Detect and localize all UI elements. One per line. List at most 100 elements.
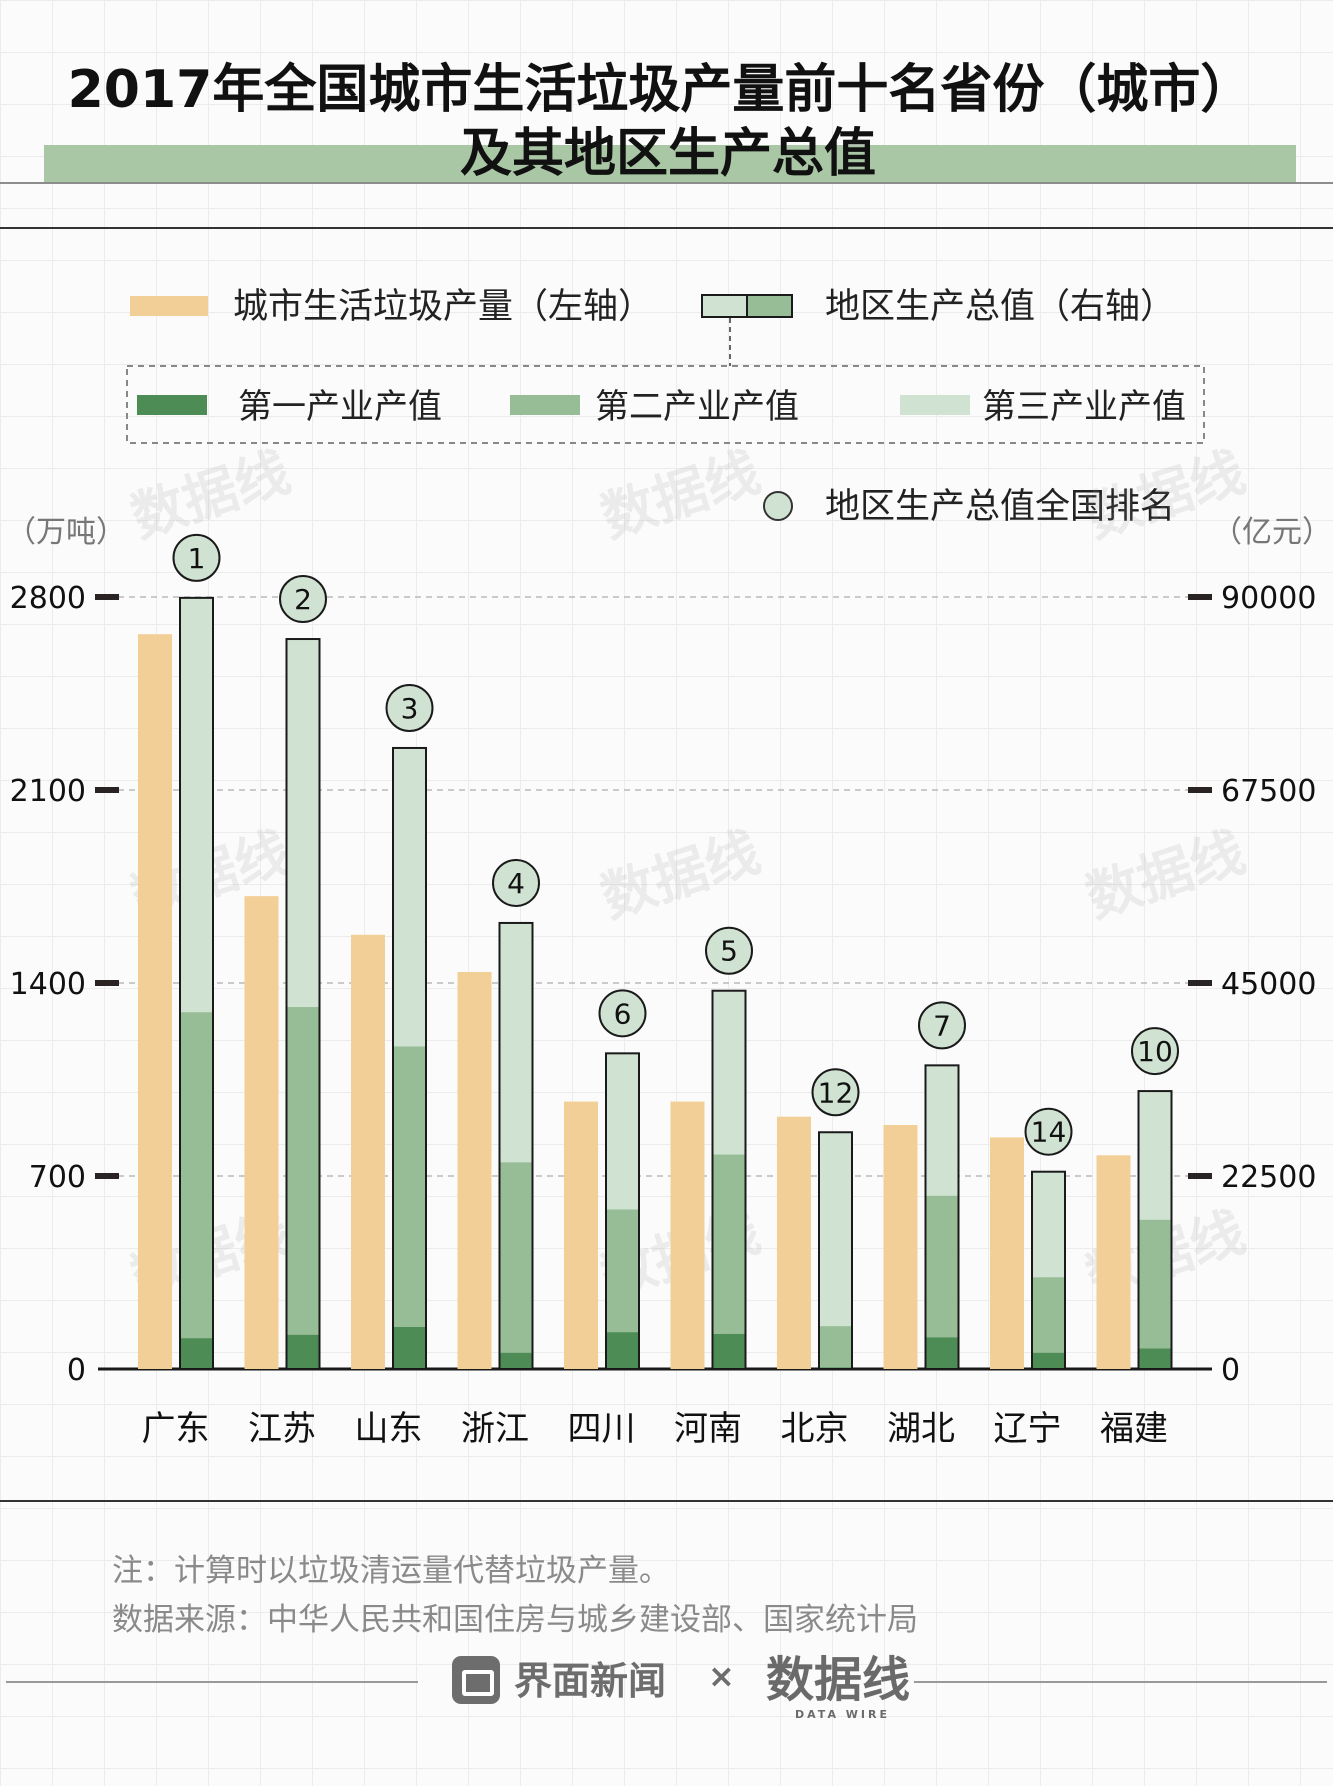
legend-swatch-waste [130, 296, 208, 316]
waste-bar [564, 1101, 598, 1369]
right-tick-mark [1188, 1173, 1212, 1179]
rank-label: 6 [614, 997, 632, 1030]
legend-label-primary: 第一产业产值 [238, 387, 442, 427]
primary-bar-segment [1138, 1348, 1172, 1369]
right-tick-label: 22500 [1221, 1160, 1316, 1195]
secondary-bar-segment [606, 1209, 639, 1333]
left-tick-mark [95, 1173, 119, 1179]
rank-label: 7 [933, 1009, 951, 1042]
right-tick-mark [1188, 980, 1212, 986]
tertiary-bar-segment [499, 922, 533, 1163]
gdp-bar-outline [1031, 1170, 1066, 1370]
primary-bar-segment [712, 1333, 746, 1369]
tertiary-bar-segment [1138, 1091, 1172, 1220]
secondary-bar-segment [393, 1046, 426, 1327]
svg-text:数据线: 数据线 [594, 820, 768, 930]
footnote: 注：计算时以垃圾清运量代替垃圾产量。 [112, 1553, 670, 1589]
legend-label-waste: 城市生活垃圾产量（左轴） [233, 287, 653, 327]
secondary-bar-segment [180, 1012, 213, 1339]
waste-bar [777, 1116, 811, 1369]
category-label: 浙江 [461, 1409, 529, 1449]
secondary-bar-segment [1138, 1219, 1172, 1349]
chart: 2017年全国城市生活垃圾产量前十名省份（城市） 及其地区生产总值 城市生活垃圾… [0, 60, 1333, 1449]
gdp-bar-outline [1137, 1090, 1173, 1370]
waste-bar [351, 934, 385, 1369]
right-tick-label: 90000 [1221, 581, 1316, 616]
primary-bar-segment [286, 1334, 320, 1369]
legend-label-tertiary: 第三产业产值 [982, 387, 1186, 427]
category-label: 山东 [355, 1409, 423, 1449]
primary-bar-segment [925, 1337, 959, 1369]
primary-bar-segment [499, 1352, 533, 1369]
gdp-bar-outline [711, 989, 747, 1370]
gdp-bar-outline [818, 1131, 853, 1370]
secondary-bar-segment [499, 1162, 533, 1353]
category-label: 湖北 [887, 1409, 955, 1449]
waste-bar [670, 1101, 705, 1369]
secondary-bar-segment [1032, 1277, 1065, 1353]
svg-text:数据线: 数据线 [594, 440, 768, 550]
left-tick-mark [95, 787, 119, 793]
left-tick-label: 0 [67, 1353, 86, 1388]
primary-bar-segment [606, 1332, 639, 1369]
legend-industry-box [126, 365, 1205, 444]
source-note: 数据来源：中华人民共和国住房与城乡建设部、国家统计局 [112, 1602, 918, 1638]
waste-bar [990, 1137, 1024, 1369]
legend-label-gdp: 地区生产总值（右轴） [825, 287, 1175, 327]
rank-label: 10 [1137, 1035, 1173, 1068]
gdp-bar-outline [179, 596, 214, 1370]
legend-swatch-gdp [701, 294, 793, 318]
tertiary-bar-segment [819, 1132, 852, 1327]
secondary-bar-segment [286, 1007, 320, 1335]
legend-label-rank: 地区生产总值全国排名 [825, 487, 1175, 527]
waste-bar [883, 1124, 918, 1369]
svg-text:数据线: 数据线 [1079, 820, 1253, 930]
tertiary-bar-segment [286, 639, 320, 1008]
secondary-bar-segment [819, 1326, 852, 1368]
secondary-bar-segment [925, 1195, 959, 1338]
right-tick-label: 0 [1221, 1353, 1240, 1388]
rank-label: 2 [294, 583, 312, 616]
rank-label: 4 [507, 867, 525, 900]
chart-title-line1: 2017年全国城市生活垃圾产量前十名省份（城市） [68, 60, 1253, 120]
right-tick-label: 45000 [1221, 967, 1316, 1002]
right-tick-mark [1188, 594, 1212, 600]
rank-badge [918, 1001, 966, 1050]
rank-badge [705, 926, 753, 975]
gdp-bar-outline [285, 638, 321, 1370]
left-tick-label: 2100 [10, 774, 86, 809]
left-tick-label: 2800 [10, 581, 86, 616]
waste-bar [138, 634, 172, 1369]
waste-bar [244, 896, 279, 1369]
rank-badge [492, 858, 540, 907]
tertiary-bar-segment [180, 597, 213, 1013]
rank-label: 12 [818, 1076, 854, 1109]
tertiary-bar-segment [712, 990, 746, 1155]
left-tick-mark [95, 980, 119, 986]
tertiary-bar-segment [606, 1053, 639, 1210]
rank-badge [1024, 1107, 1073, 1156]
gdp-bar-outline [498, 921, 534, 1370]
gdp-bar-outline [924, 1064, 960, 1370]
left-tick-label: 700 [29, 1160, 86, 1195]
rank-badge [279, 575, 327, 624]
legend-swatch-secondary [510, 395, 580, 415]
waste-bar [457, 971, 492, 1369]
waste-bar [1096, 1155, 1131, 1369]
left-tick-mark [95, 594, 119, 600]
chart-title-line2: 及其地区生产总值 [460, 124, 876, 184]
rank-badge [1131, 1027, 1179, 1076]
legend-swatch-tertiary [900, 395, 970, 415]
rank-label: 5 [720, 935, 738, 968]
category-label: 河南 [674, 1409, 742, 1449]
legend-swatch-rank [763, 491, 793, 521]
rank-badge [811, 1068, 860, 1117]
left-tick-label: 1400 [10, 967, 86, 1002]
legend-label-secondary: 第二产业产值 [595, 387, 799, 427]
category-label: 四川 [568, 1409, 636, 1449]
brand-datawire-sub: DATA WIRE [795, 1708, 890, 1721]
primary-bar-segment [393, 1326, 426, 1369]
secondary-bar-segment [712, 1154, 746, 1334]
left-axis-unit: （万吨） [6, 515, 126, 550]
